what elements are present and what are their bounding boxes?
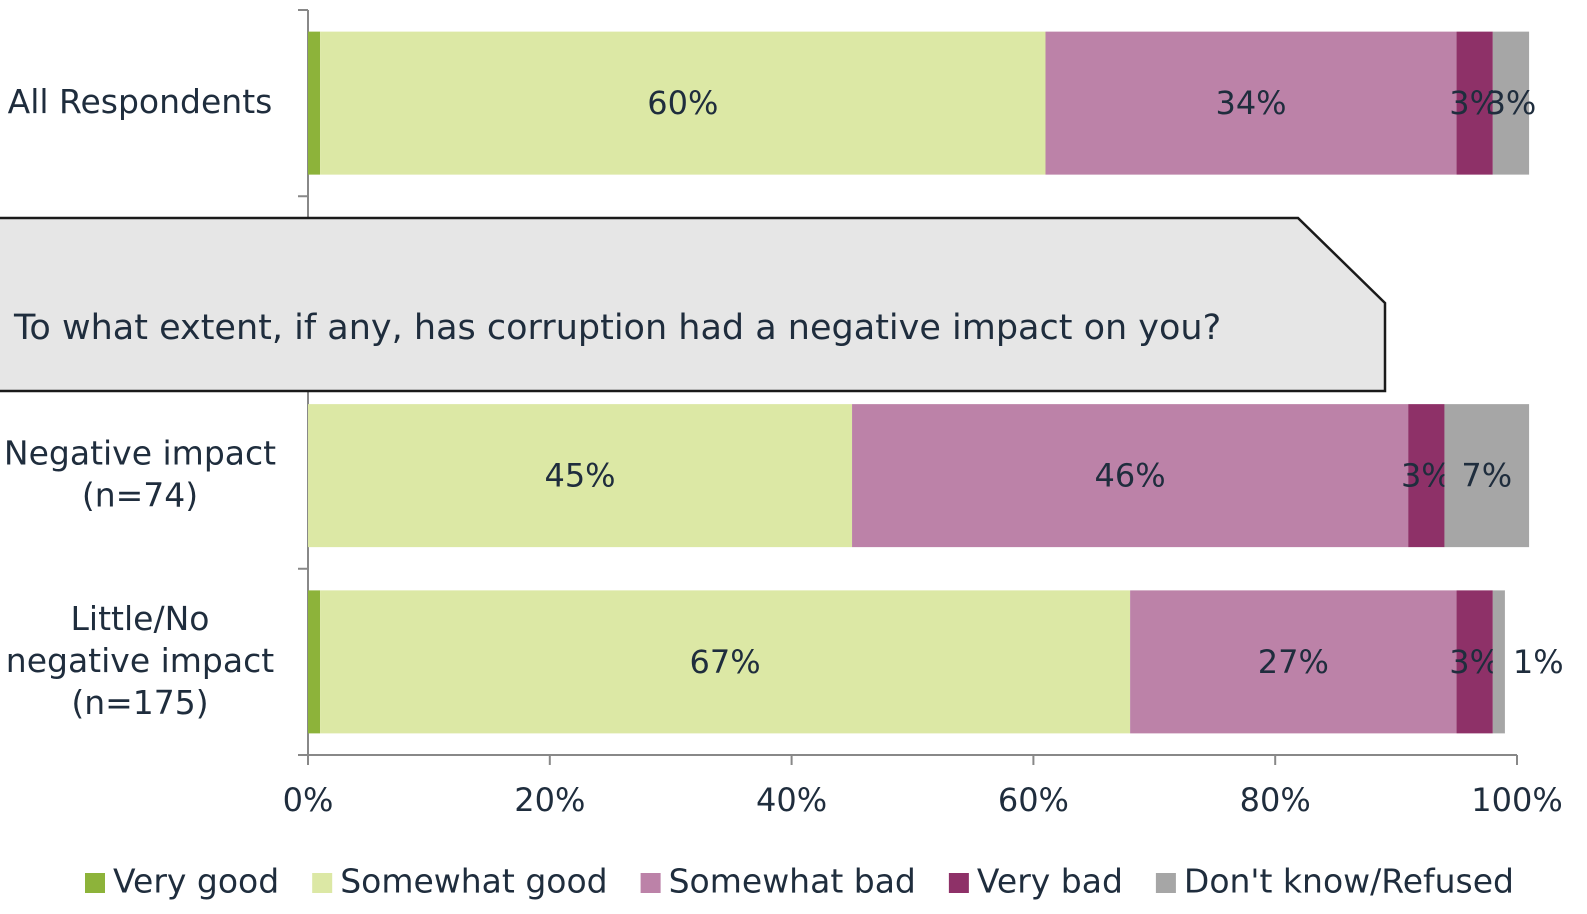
legend-label: Somewhat bad xyxy=(669,862,916,901)
x-tick-label: 80% xyxy=(1240,781,1311,819)
value-label: 67% xyxy=(690,643,761,681)
x-tick-label: 20% xyxy=(514,781,585,819)
bar-segment xyxy=(1408,404,1445,548)
bar-segment xyxy=(1456,31,1493,175)
value-label: 46% xyxy=(1095,457,1166,495)
category-label: All Respondents xyxy=(8,82,273,121)
plot-area: 0% 20% 40% 60% 80% 100% All Respondents Negativ… xyxy=(4,9,1564,819)
value-label: 1% xyxy=(1513,643,1564,681)
x-tick-label: 0% xyxy=(283,781,334,819)
bar-segment xyxy=(1130,590,1457,734)
bar-segment xyxy=(1045,31,1457,175)
value-label: 7% xyxy=(1461,457,1512,495)
value-label: 60% xyxy=(647,84,718,122)
value-label: 45% xyxy=(544,457,615,495)
banner: To what extent, if any, has corruption h… xyxy=(0,216,1387,393)
bar-segment xyxy=(308,404,853,548)
bar-segment xyxy=(320,590,1131,734)
bar-segment xyxy=(308,31,321,175)
bar-segment xyxy=(1444,404,1530,548)
x-tick-label: 40% xyxy=(756,781,827,819)
legend-swatch xyxy=(1155,873,1176,893)
value-label: 3% xyxy=(1449,643,1500,681)
legend-swatch xyxy=(312,873,333,893)
category-label: Negative impact (n=74) xyxy=(4,433,276,514)
banner-shape xyxy=(0,216,1387,393)
x-tick-label: 100% xyxy=(1471,781,1562,819)
legend-label: Don't know/Refused xyxy=(1184,862,1514,901)
value-label: 3% xyxy=(1486,84,1537,122)
value-label: 34% xyxy=(1215,84,1286,122)
bar-segment xyxy=(1492,31,1530,175)
legend-label: Somewhat good xyxy=(340,862,607,901)
bar-segment xyxy=(852,404,1409,548)
value-label: 27% xyxy=(1258,643,1329,681)
legend-swatch xyxy=(85,873,105,893)
legend-swatch xyxy=(948,873,969,893)
x-tick-label: 60% xyxy=(998,781,1069,819)
value-label: 3% xyxy=(1449,84,1500,122)
bar-segment xyxy=(308,590,321,734)
bar-segment xyxy=(320,31,1046,175)
category-label: Little/No negative impact (n=175) xyxy=(6,598,274,721)
legend-label: Very bad xyxy=(977,862,1123,901)
legend-label: Very good xyxy=(113,862,279,901)
legend: Very good Somewhat good Somewhat bad Very b… xyxy=(85,862,1514,901)
bar-segment xyxy=(1492,590,1505,734)
annotation: To what extent, if any, has corruption h… xyxy=(13,308,1221,348)
legend-swatch xyxy=(640,873,661,893)
bar-segment xyxy=(1456,590,1493,734)
value-label: 3% xyxy=(1401,457,1452,495)
